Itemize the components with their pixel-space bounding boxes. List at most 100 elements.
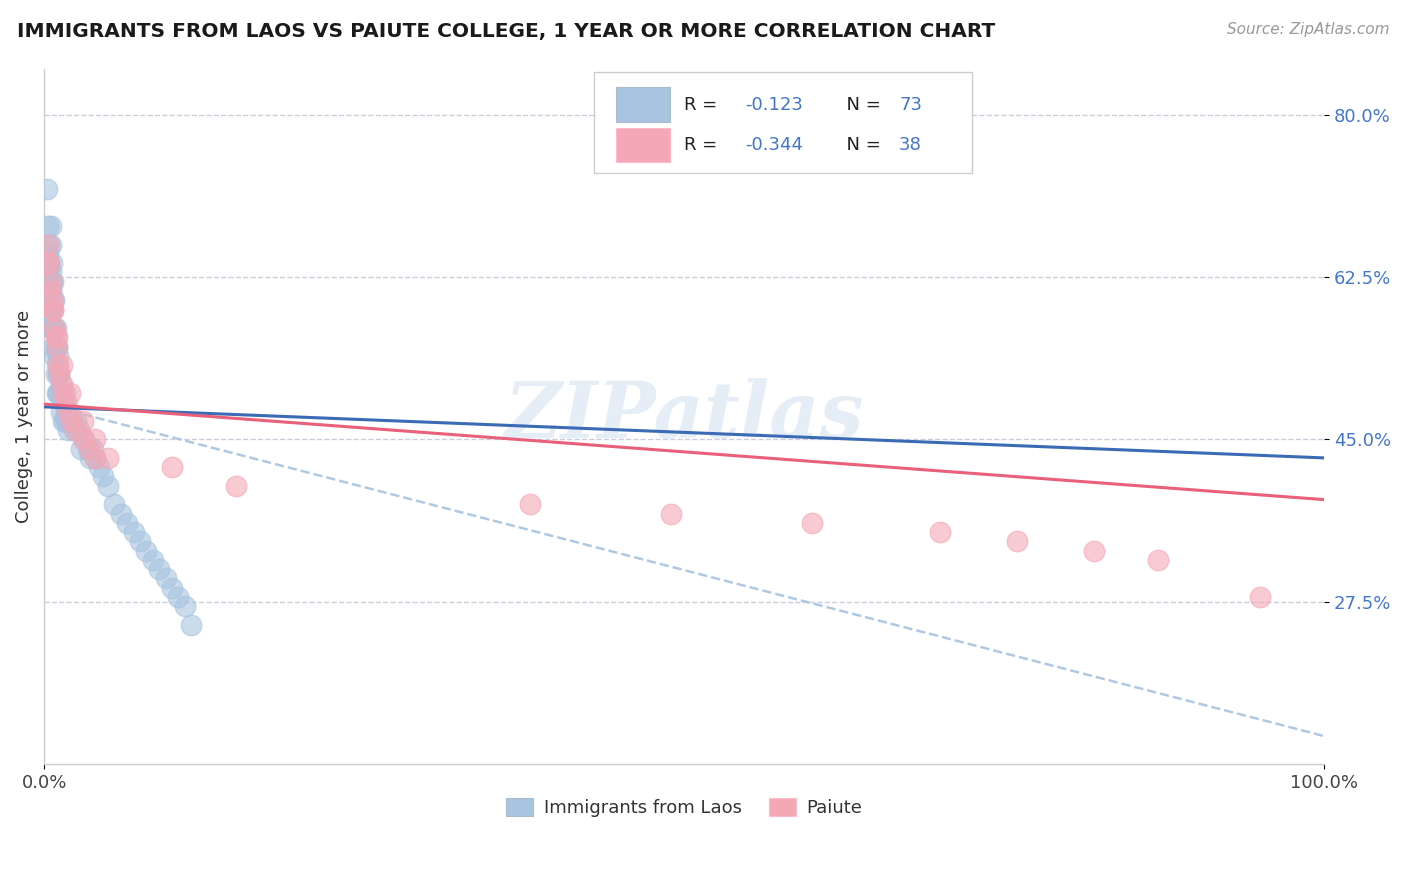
Point xyxy=(41,302,63,317)
Point xyxy=(142,553,165,567)
Point xyxy=(659,507,682,521)
Point xyxy=(37,256,59,270)
Text: Source: ZipAtlas.com: Source: ZipAtlas.com xyxy=(1226,22,1389,37)
Point xyxy=(58,423,80,437)
Point xyxy=(52,414,75,428)
Point xyxy=(59,404,82,418)
Point xyxy=(1146,553,1168,567)
Point xyxy=(801,516,824,530)
Point xyxy=(39,219,62,234)
Point xyxy=(41,256,63,270)
Point xyxy=(58,404,80,418)
Point xyxy=(53,414,76,428)
Point xyxy=(1249,590,1271,604)
Point xyxy=(49,404,72,418)
Point xyxy=(103,497,125,511)
Point xyxy=(39,302,62,317)
Point xyxy=(60,414,83,428)
Text: R =: R = xyxy=(683,136,723,154)
Point xyxy=(48,386,70,401)
Point xyxy=(45,321,67,335)
Text: N =: N = xyxy=(835,95,887,113)
Point xyxy=(65,423,87,437)
Point xyxy=(37,265,59,279)
Point xyxy=(45,368,67,382)
Point xyxy=(44,321,66,335)
Point xyxy=(160,581,183,595)
Point xyxy=(59,414,82,428)
Text: IMMIGRANTS FROM LAOS VS PAIUTE COLLEGE, 1 YEAR OR MORE CORRELATION CHART: IMMIGRANTS FROM LAOS VS PAIUTE COLLEGE, … xyxy=(17,22,995,41)
Point xyxy=(65,414,87,428)
Point xyxy=(42,321,65,335)
Text: N =: N = xyxy=(835,136,887,154)
Point xyxy=(155,571,177,585)
Point xyxy=(45,340,67,354)
Point xyxy=(91,469,114,483)
Point xyxy=(929,524,952,539)
Point xyxy=(73,433,96,447)
Point xyxy=(167,590,190,604)
Point xyxy=(42,340,65,354)
Point xyxy=(84,433,107,447)
Point xyxy=(38,284,60,298)
Point xyxy=(67,423,90,437)
Point xyxy=(45,386,67,401)
Point xyxy=(41,293,63,308)
Point xyxy=(225,479,247,493)
Point xyxy=(42,293,65,308)
Point xyxy=(39,265,62,279)
Point xyxy=(39,284,62,298)
Point xyxy=(37,237,59,252)
Point xyxy=(97,450,120,465)
Point xyxy=(84,450,107,465)
Text: ZIPatlas: ZIPatlas xyxy=(505,378,863,454)
Point xyxy=(148,562,170,576)
Point xyxy=(51,386,73,401)
Text: 38: 38 xyxy=(898,136,922,154)
Point xyxy=(52,395,75,409)
Point xyxy=(53,386,76,401)
Point xyxy=(160,460,183,475)
Point xyxy=(55,404,77,418)
Point xyxy=(45,358,67,372)
Point xyxy=(59,386,82,401)
Point xyxy=(45,340,67,354)
Point xyxy=(38,256,60,270)
Text: -0.123: -0.123 xyxy=(745,95,803,113)
Point xyxy=(45,330,67,344)
Point xyxy=(49,376,72,391)
Bar xyxy=(616,128,669,162)
Text: 73: 73 xyxy=(898,95,922,113)
Point xyxy=(72,433,94,447)
Text: -0.344: -0.344 xyxy=(745,136,803,154)
Point xyxy=(46,386,69,401)
Point xyxy=(110,507,132,521)
Y-axis label: College, 1 year or more: College, 1 year or more xyxy=(15,310,32,523)
Point xyxy=(42,302,65,317)
Point xyxy=(1083,543,1105,558)
Point xyxy=(46,368,69,382)
Point xyxy=(38,302,60,317)
Point xyxy=(46,358,69,372)
Point xyxy=(41,275,63,289)
Point xyxy=(72,414,94,428)
Point xyxy=(35,182,58,196)
Point xyxy=(39,284,62,298)
Point xyxy=(48,368,70,382)
Point xyxy=(89,460,111,475)
Point xyxy=(129,534,152,549)
Point xyxy=(46,349,69,363)
Point xyxy=(39,237,62,252)
Point xyxy=(38,256,60,270)
Point xyxy=(37,247,59,261)
Point xyxy=(44,293,66,308)
Point xyxy=(44,349,66,363)
Point xyxy=(122,524,145,539)
Point xyxy=(48,368,70,382)
Point xyxy=(38,237,60,252)
Point xyxy=(84,450,107,465)
Point xyxy=(82,442,104,456)
Point xyxy=(1005,534,1028,549)
Point xyxy=(117,516,139,530)
Point xyxy=(45,340,67,354)
